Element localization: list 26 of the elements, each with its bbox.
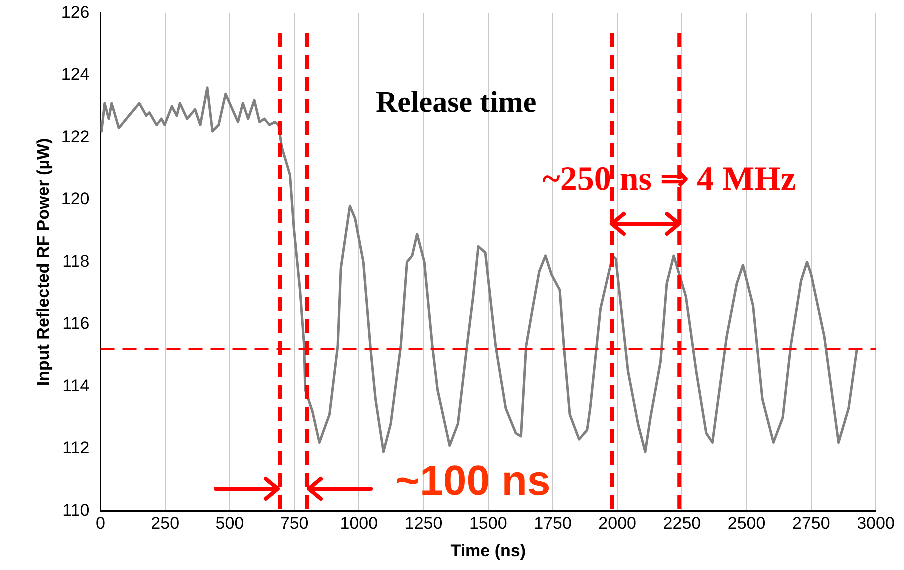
x-tick-label: 250 bbox=[151, 514, 180, 534]
x-axis-title: Time (ns) bbox=[450, 541, 526, 560]
y-tick-label: 126 bbox=[61, 2, 90, 22]
x-tick-label: 2250 bbox=[663, 514, 702, 534]
y-tick-label: 110 bbox=[62, 500, 90, 520]
y-tick-label: 112 bbox=[62, 438, 90, 458]
y-axis-title: Input Reflected RF Power (µW) bbox=[34, 138, 53, 386]
x-tick-label: 2000 bbox=[598, 514, 636, 534]
y-tick-label: 116 bbox=[62, 314, 90, 334]
x-tick-label: 0 bbox=[96, 514, 106, 534]
annotation: Release time bbox=[376, 86, 537, 119]
y-tick-label: 114 bbox=[62, 376, 90, 396]
x-tick-label: 1250 bbox=[404, 514, 443, 534]
x-tick-label: 2500 bbox=[728, 514, 766, 534]
y-tick-label: 120 bbox=[61, 190, 90, 209]
y-tick-label: 124 bbox=[61, 65, 90, 84]
annotation: ~100 ns bbox=[395, 456, 551, 504]
x-tick-label: 1000 bbox=[340, 514, 378, 534]
x-tick-label: 1750 bbox=[534, 514, 572, 534]
y-tick-label: 122 bbox=[61, 127, 90, 146]
x-tick-label: 750 bbox=[280, 514, 309, 534]
x-tick-label: 3000 bbox=[857, 514, 895, 534]
y-tick-label: 118 bbox=[62, 252, 90, 271]
x-tick-label: 500 bbox=[216, 514, 244, 534]
x-tick-label: 1500 bbox=[469, 514, 508, 534]
x-tick-label: 2750 bbox=[792, 514, 830, 534]
